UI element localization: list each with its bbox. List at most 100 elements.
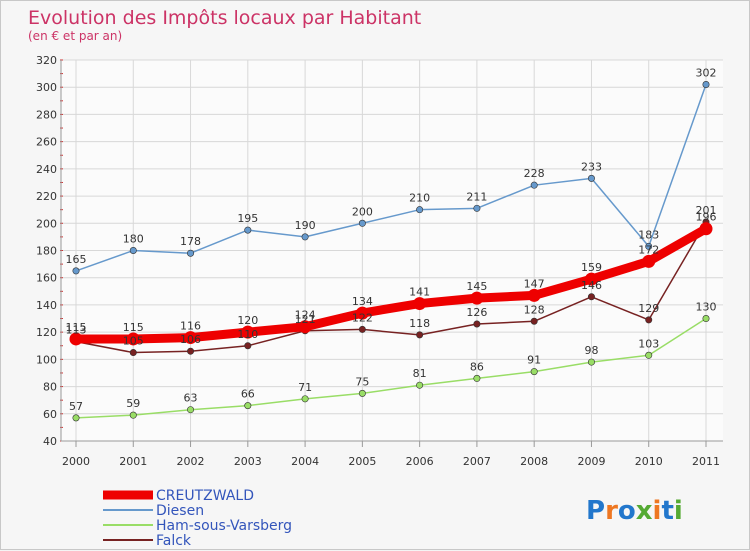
data-label: 129 xyxy=(638,302,659,315)
data-point xyxy=(358,219,366,227)
data-point xyxy=(416,331,424,339)
x-tick-label: 2006 xyxy=(406,455,434,468)
data-label: 121 xyxy=(295,313,316,326)
data-label: 71 xyxy=(298,381,312,394)
x-tick-label: 2004 xyxy=(291,455,319,468)
data-label: 145 xyxy=(466,280,487,293)
x-tick-label: 2003 xyxy=(234,455,262,468)
legend-label: Ham-sous-Varsberg xyxy=(156,518,292,534)
data-point xyxy=(301,395,309,403)
data-label: 130 xyxy=(696,301,717,314)
chart-subtitle: (en € et par an) xyxy=(28,29,122,43)
data-point xyxy=(416,381,424,389)
data-point xyxy=(187,249,195,257)
data-point xyxy=(470,291,484,305)
data-label: 201 xyxy=(696,204,717,217)
data-label: 178 xyxy=(180,235,201,248)
data-point xyxy=(184,331,198,345)
data-label: 86 xyxy=(470,360,484,373)
x-tick-label: 2001 xyxy=(119,455,147,468)
data-point xyxy=(587,358,595,366)
data-label: 233 xyxy=(581,160,602,173)
proxiti-logo: Proxiti xyxy=(586,496,683,526)
data-label: 190 xyxy=(295,219,316,232)
data-point xyxy=(645,316,653,324)
data-point xyxy=(358,325,366,333)
data-label: 118 xyxy=(409,317,430,330)
series-line-creutzwald xyxy=(71,224,711,344)
data-label: 115 xyxy=(66,321,87,334)
data-point xyxy=(645,351,653,359)
logo-letter: i xyxy=(653,496,662,526)
data-label: 141 xyxy=(409,286,430,299)
data-point xyxy=(241,325,255,339)
data-label: 210 xyxy=(409,192,430,205)
data-point xyxy=(129,349,137,357)
data-point xyxy=(527,288,541,302)
y-tick-label: 240 xyxy=(36,163,57,176)
data-label: 105 xyxy=(123,335,144,348)
data-point xyxy=(244,226,252,234)
legend-label: CREUTZWALD xyxy=(156,488,254,504)
data-label: 103 xyxy=(638,337,659,350)
series xyxy=(69,80,713,422)
data-point xyxy=(530,368,538,376)
legend-label: Diesen xyxy=(156,503,204,519)
data-label: 98 xyxy=(584,344,598,357)
data-point xyxy=(584,272,598,286)
data-label: 196 xyxy=(696,211,717,224)
x-tick-label: 2007 xyxy=(463,455,491,468)
data-label: 63 xyxy=(184,392,198,405)
x-tick-label: 2002 xyxy=(177,455,205,468)
logo-letter: P xyxy=(586,496,605,526)
data-label: 195 xyxy=(237,212,258,225)
logo-letter: x xyxy=(636,496,653,526)
y-tick-label: 80 xyxy=(43,381,57,394)
series-line-falck xyxy=(75,221,707,354)
data-label: 211 xyxy=(466,190,487,203)
data-point xyxy=(69,332,83,346)
data-label: 302 xyxy=(696,66,717,79)
data-point xyxy=(702,80,710,88)
data-point xyxy=(72,267,80,275)
y-tick-label: 120 xyxy=(36,326,57,339)
data-point xyxy=(473,320,481,328)
data-label: 115 xyxy=(123,321,144,334)
data-point xyxy=(699,222,713,236)
data-label: 165 xyxy=(66,253,87,266)
x-tick-label: 2008 xyxy=(520,455,548,468)
data-point xyxy=(702,315,710,323)
data-labels: 57 59 63 66 71 75 81 86 91 98 103 130 165 180 178 195 19… xyxy=(66,66,717,412)
data-label: 120 xyxy=(237,314,258,327)
data-label: 75 xyxy=(355,375,369,388)
data-label: 128 xyxy=(524,303,545,316)
y-tick-label: 60 xyxy=(43,408,57,421)
data-point xyxy=(301,233,309,241)
data-label: 106 xyxy=(180,333,201,346)
data-label: 134 xyxy=(352,295,373,308)
data-point xyxy=(642,254,656,268)
data-point xyxy=(129,247,137,255)
data-label: 66 xyxy=(241,388,255,401)
data-label: 146 xyxy=(581,279,602,292)
data-label: 122 xyxy=(352,311,373,324)
data-label: 91 xyxy=(527,354,541,367)
x-tick-label: 2000 xyxy=(62,455,90,468)
y-tick-label: 100 xyxy=(36,353,57,366)
y-tick-label: 300 xyxy=(36,81,57,94)
x-tick-label: 2010 xyxy=(635,455,663,468)
data-label: 59 xyxy=(126,397,140,410)
data-point xyxy=(129,411,137,419)
data-point xyxy=(187,406,195,414)
data-point xyxy=(587,293,595,301)
data-point xyxy=(530,181,538,189)
data-label: 57 xyxy=(69,400,83,413)
data-label: 228 xyxy=(524,167,545,180)
y-tick-label: 200 xyxy=(36,217,57,230)
y-tick-label: 220 xyxy=(36,190,57,203)
data-label: 124 xyxy=(295,309,316,322)
y-tick-label: 260 xyxy=(36,136,57,149)
data-point xyxy=(358,389,366,397)
data-label: 159 xyxy=(581,261,602,274)
data-point xyxy=(530,317,538,325)
